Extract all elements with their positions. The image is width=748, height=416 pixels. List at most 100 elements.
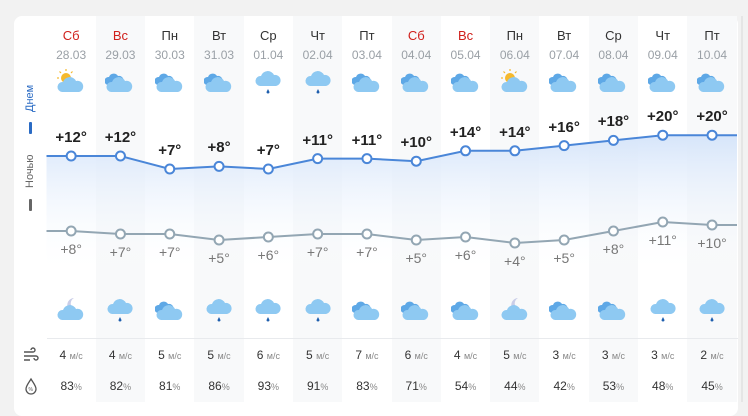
humidity-unit: % <box>665 382 674 392</box>
moon-cloud-icon <box>56 296 86 324</box>
humidity-unit: % <box>418 382 427 392</box>
humidity-icon: % <box>25 377 37 395</box>
wind-unit: м/с <box>414 351 428 361</box>
wind-speed: 5 м/с <box>194 348 243 362</box>
night-temperature: +7° <box>356 244 378 260</box>
day-label: Днем <box>24 84 36 112</box>
wind-unit: м/с <box>562 351 576 361</box>
cloud-rain-icon <box>253 68 283 96</box>
day-temperature-point <box>361 153 373 165</box>
humidity-value: 82 <box>109 379 124 393</box>
day-column[interactable]: Вс 05.04 4 м/с 54% <box>441 16 490 402</box>
clouds-icon <box>597 296 628 324</box>
wind-unit: м/с <box>710 351 724 361</box>
day-column[interactable]: Сб 28.03 4 м/с 83% <box>47 16 96 402</box>
scrollbar[interactable] <box>741 16 743 402</box>
wind-unit: м/с <box>217 351 231 361</box>
night-temperature: +7° <box>158 244 181 260</box>
night-temperature-line <box>46 220 737 245</box>
day-temperature-point <box>164 163 176 175</box>
day-temperature: +10° <box>400 134 432 152</box>
wind-speed: 4 м/с <box>441 348 490 362</box>
date: 28.03 <box>56 48 87 62</box>
date: 10.04 <box>697 48 728 62</box>
clouds-icon <box>104 68 135 96</box>
humidity-value: 45 <box>701 379 715 393</box>
humidity: 48% <box>638 379 687 393</box>
wind-value: 5 <box>158 348 165 362</box>
day-column[interactable]: Вт 07.04 3 м/с 42% <box>540 16 589 402</box>
sun-cloud-icon <box>56 68 86 96</box>
wind-speed: 6 м/с <box>392 348 441 362</box>
day-column[interactable]: Пт 03.04 7 м/с 83% <box>342 16 391 402</box>
cloud-rain-icon <box>697 296 727 324</box>
day-temperature-point <box>312 153 324 165</box>
day-column[interactable]: Чт 09.04 3 м/с 48% <box>638 16 687 402</box>
wind-value: 3 <box>601 348 609 362</box>
moon-cloud-icon <box>500 296 530 324</box>
night-temperature: +5° <box>405 250 428 266</box>
night-temperature-point <box>213 234 225 246</box>
day-temperature-point <box>509 145 521 157</box>
wind-unit: м/с <box>463 351 478 361</box>
clouds-icon <box>400 296 431 324</box>
wind-speed: 3 м/с <box>540 348 589 362</box>
clouds-icon <box>548 68 579 96</box>
wind-speed: 5 м/с <box>145 348 194 362</box>
clouds-icon <box>154 296 185 324</box>
humidity-unit: % <box>320 382 329 392</box>
wind-value: 4 <box>108 348 116 362</box>
day-marker <box>29 122 32 134</box>
date: 06.04 <box>499 48 530 62</box>
night-temperature: +6° <box>454 247 477 263</box>
wind-value: 6 <box>404 348 412 362</box>
day-temperature-point <box>410 155 422 167</box>
humidity-value: 44 <box>504 379 518 393</box>
humidity-value: 42 <box>553 379 567 393</box>
night-temperature-point <box>706 219 718 231</box>
day-temperature-point <box>114 150 126 162</box>
night-temperature-point <box>361 228 373 240</box>
humidity-unit: % <box>714 382 723 392</box>
cloud-rain-icon <box>253 296 283 324</box>
clouds-icon <box>351 296 382 324</box>
night-marker <box>29 199 32 211</box>
humidity-unit: % <box>172 382 181 392</box>
humidity-unit: % <box>468 382 477 392</box>
wind-value: 4 <box>59 348 67 362</box>
weekday: Пт <box>704 28 720 43</box>
humidity: 54% <box>441 379 490 393</box>
humidity: 44% <box>490 379 539 393</box>
day-column[interactable]: Ср 01.04 6 м/с 93% <box>244 16 293 402</box>
night-label: Ночью <box>24 154 36 188</box>
weekday: Пт <box>359 28 375 43</box>
date: 31.03 <box>204 48 235 62</box>
humidity-unit: % <box>73 382 82 392</box>
weekday: Чт <box>655 28 671 43</box>
day-temperature: +11° <box>302 131 333 149</box>
night-temperature: +8° <box>60 241 82 257</box>
day-temperature: +14° <box>449 123 482 141</box>
day-temperature: +18° <box>597 113 630 131</box>
day-column[interactable]: Пн 30.03 5 м/с 81% <box>145 16 194 402</box>
date: 30.03 <box>154 48 185 62</box>
night-temperature: +7° <box>306 244 329 260</box>
date: 29.03 <box>105 48 136 62</box>
night-temperature-point <box>312 228 324 240</box>
day-temperature: +7° <box>158 142 182 159</box>
wind-value: 5 <box>207 348 215 362</box>
clouds-icon <box>597 68 628 96</box>
humidity: 81% <box>145 379 194 393</box>
day-temperature: +20° <box>647 108 679 126</box>
wind-icon <box>24 347 39 361</box>
wind-speed: 2 м/с <box>687 348 736 362</box>
weekday: Сб <box>407 28 425 43</box>
wind-value: 4 <box>453 348 461 362</box>
wind-value: 7 <box>355 348 363 362</box>
day-temperature-point <box>607 134 619 146</box>
wind-unit: м/с <box>513 351 527 361</box>
humidity-value: 54 <box>454 379 469 393</box>
wind-speed: 4 м/с <box>96 348 145 362</box>
clouds-icon <box>351 68 382 96</box>
weekday: Пн <box>161 28 178 43</box>
